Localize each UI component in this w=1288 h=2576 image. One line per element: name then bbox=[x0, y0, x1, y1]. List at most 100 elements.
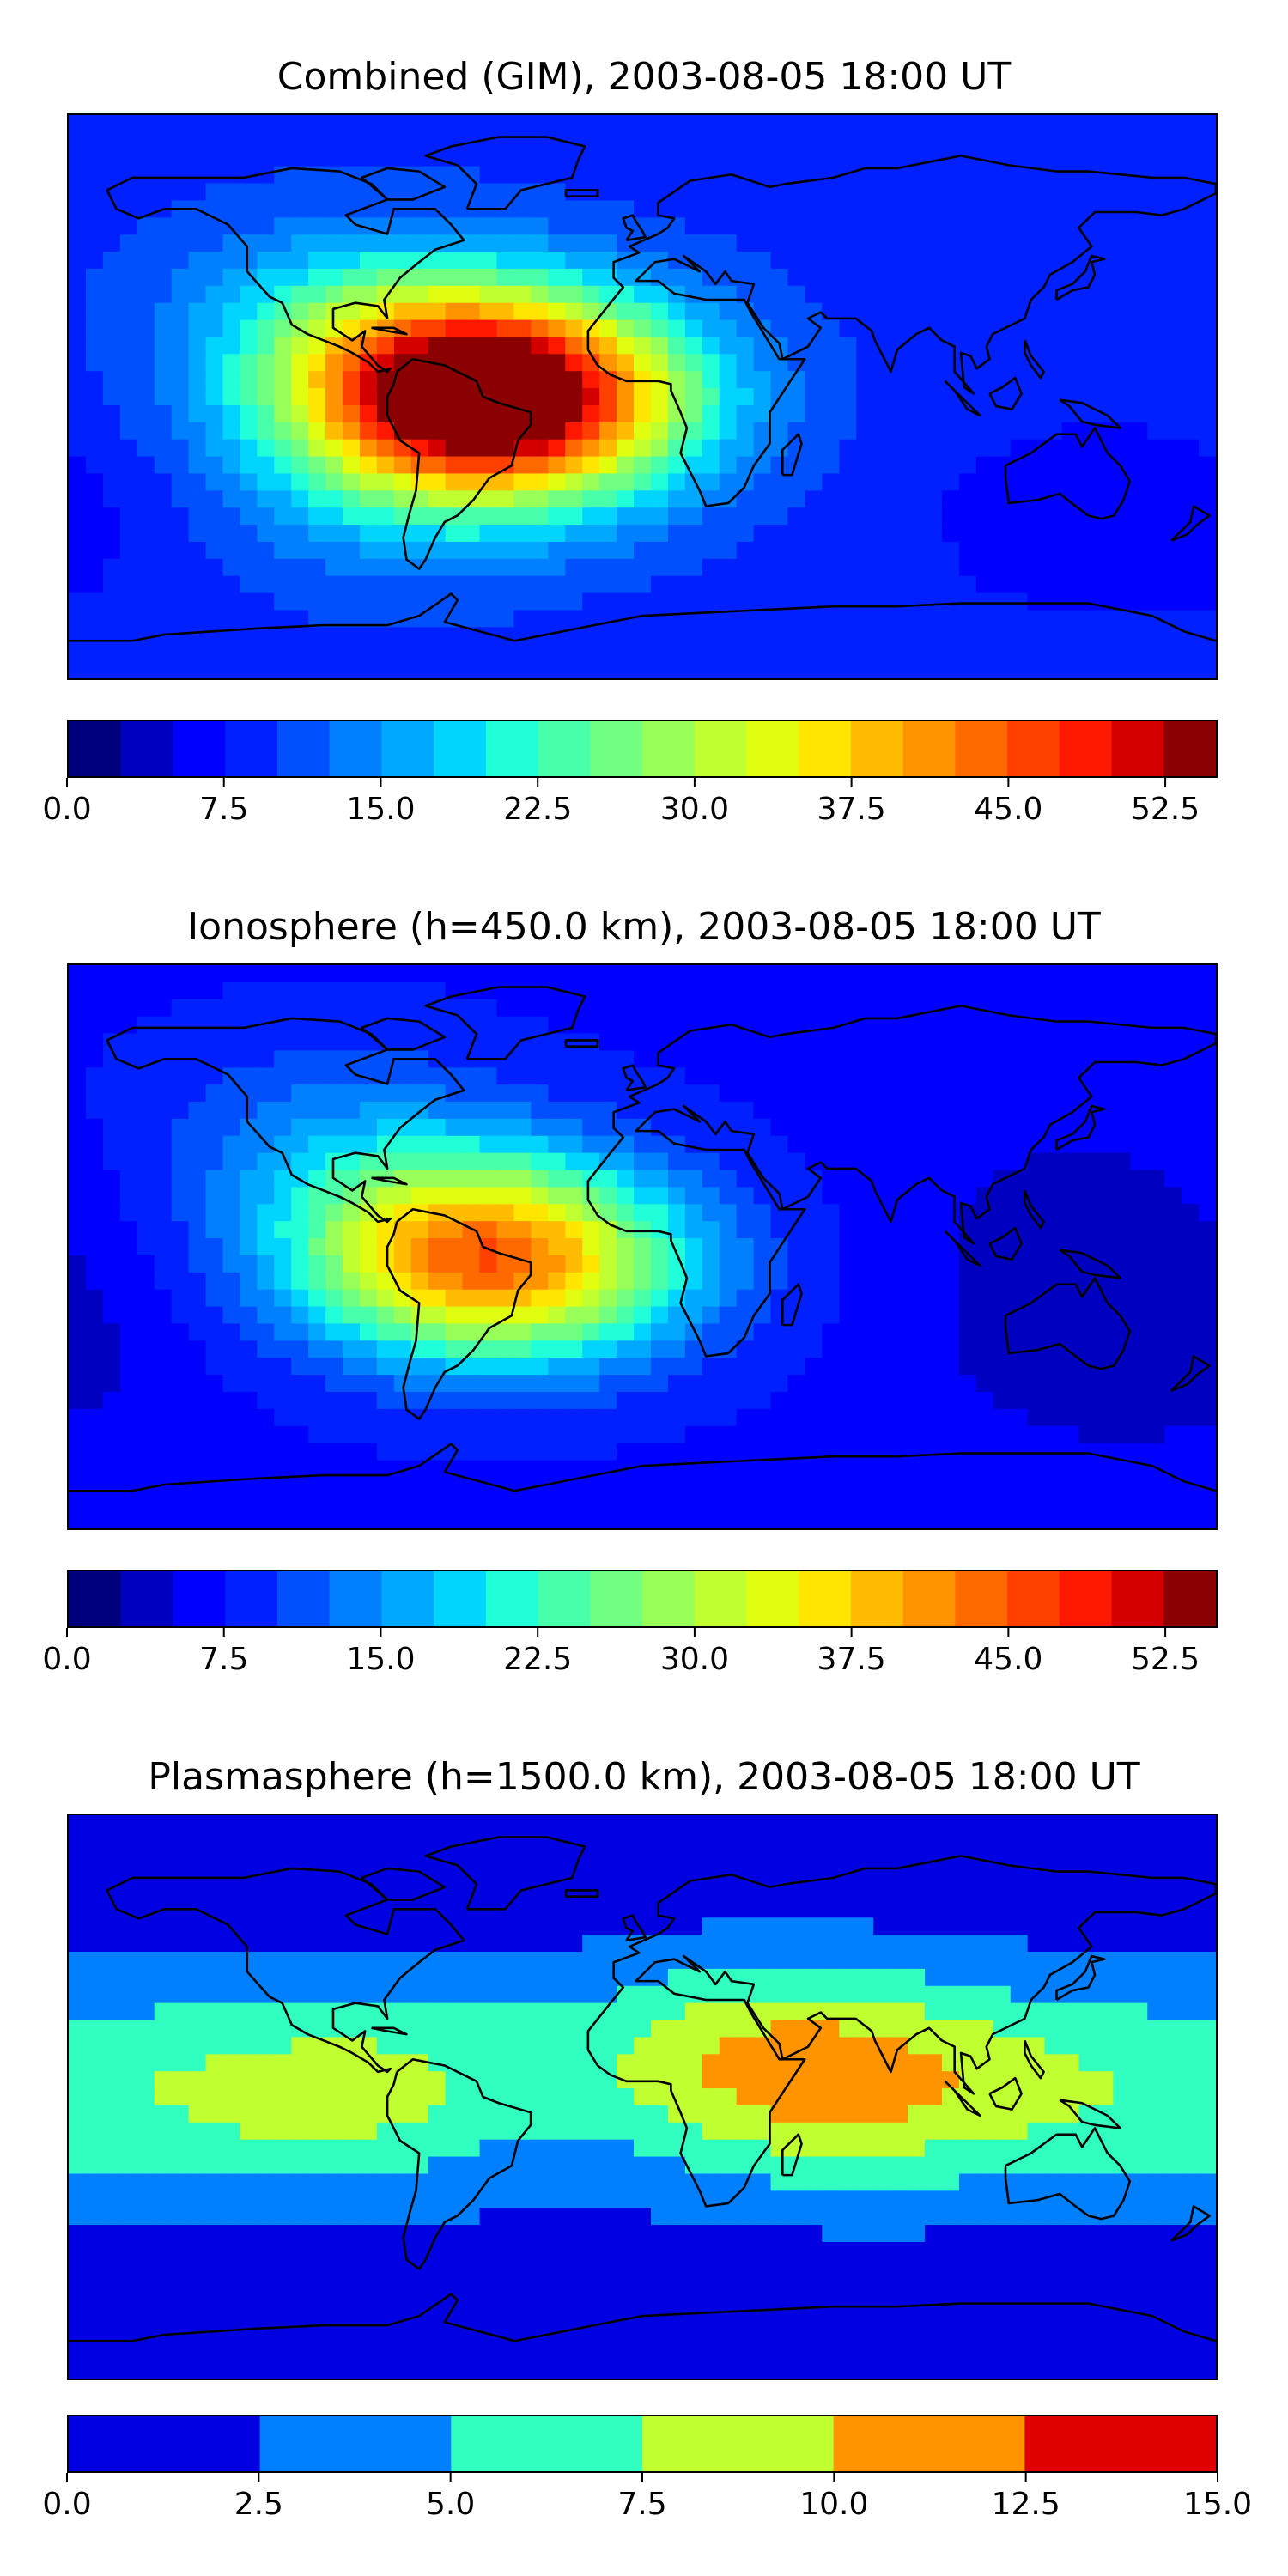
colorbar-ionosphere-tick-label: 37.5 bbox=[817, 1642, 886, 1677]
coastline-africa-eurasia bbox=[586, 155, 1216, 507]
coastline-south-america bbox=[386, 1207, 532, 1420]
coastline-madagascar bbox=[781, 433, 803, 477]
colorbar-plasmasphere-tick-label: 5.0 bbox=[426, 2487, 475, 2522]
colorbar-ionosphere-swatch-10 bbox=[590, 1571, 643, 1626]
colorbar-combined-swatch-19 bbox=[1059, 721, 1113, 776]
colorbar-ionosphere-swatch-3 bbox=[225, 1571, 278, 1626]
colorbar-ionosphere-tick-label: 22.5 bbox=[503, 1642, 572, 1677]
colorbar-combined-swatch-7 bbox=[434, 721, 487, 776]
map-plasmasphere-field bbox=[69, 1815, 1216, 2379]
coastline-south-america bbox=[386, 357, 532, 570]
colorbar-ionosphere-tick-label: 7.5 bbox=[199, 1642, 248, 1677]
colorbar-combined-swatch-2 bbox=[173, 721, 226, 776]
map-plasmasphere-coastlines bbox=[69, 1836, 1216, 2342]
coastline-south-america bbox=[386, 2057, 532, 2270]
map-combined-field bbox=[69, 115, 1216, 678]
coastline-new-guinea bbox=[1059, 2099, 1121, 2129]
colorbar-combined-swatch-1 bbox=[120, 721, 174, 776]
colorbar-combined-swatch-6 bbox=[381, 721, 434, 776]
colorbar-ionosphere-swatch-11 bbox=[642, 1571, 696, 1626]
colorbar-combined-tick-label: 45.0 bbox=[974, 792, 1042, 827]
map-ionosphere-field bbox=[69, 965, 1216, 1528]
colorbar-combined-swatch-21 bbox=[1163, 721, 1216, 776]
coastline-antarctica bbox=[69, 1443, 1216, 1492]
colorbar-combined-tick-label: 52.5 bbox=[1131, 792, 1200, 827]
coastline-australia bbox=[1004, 1277, 1132, 1370]
coastline-north-america bbox=[106, 1867, 465, 2074]
colorbar-combined-tick-label: 15.0 bbox=[346, 792, 415, 827]
colorbar-plasmasphere-swatch-4 bbox=[833, 2416, 1025, 2471]
colorbar-ionosphere-swatch-21 bbox=[1163, 1571, 1216, 1626]
colorbar-combined bbox=[67, 720, 1218, 778]
colorbar-combined-swatch-14 bbox=[799, 721, 852, 776]
coastline-cuba bbox=[371, 2026, 408, 2036]
coastline-philippines bbox=[1024, 2039, 1045, 2080]
colorbar-plasmasphere-swatch-0 bbox=[69, 2416, 261, 2471]
colorbar-plasmasphere-tick-label: 10.0 bbox=[799, 2487, 868, 2522]
colorbar-combined-tick-label: 37.5 bbox=[817, 792, 886, 827]
colorbar-plasmasphere-tick-label: 0.0 bbox=[42, 2487, 91, 2522]
colorbar-ionosphere-swatch-6 bbox=[381, 1571, 434, 1626]
colorbar-combined-swatch-3 bbox=[225, 721, 278, 776]
colorbar-combined-swatch-9 bbox=[538, 721, 591, 776]
colorbar-ionosphere-swatch-8 bbox=[485, 1571, 539, 1626]
colorbar-combined-tick-label: 30.0 bbox=[660, 792, 729, 827]
colorbar-ionosphere-swatch-7 bbox=[434, 1571, 487, 1626]
colorbar-ionosphere-swatch-0 bbox=[69, 1571, 122, 1626]
colorbar-ticks-ionosphere: 0.0 7.5 15.0 22.5 30.0 37.5 45.0 52.5 bbox=[42, 1628, 1218, 1680]
colorbar-ionosphere-swatch-5 bbox=[329, 1571, 382, 1626]
coastline-philippines bbox=[1024, 1189, 1045, 1230]
colorbar-plasmasphere-swatch-3 bbox=[642, 2416, 835, 2471]
coastline-borneo bbox=[988, 376, 1023, 410]
coastline-australia bbox=[1004, 2127, 1132, 2221]
coastline-greenland bbox=[424, 136, 586, 210]
colorbar-ionosphere-swatch-14 bbox=[799, 1571, 852, 1626]
colorbar-plasmasphere-tick-label: 15.0 bbox=[1183, 2487, 1252, 2522]
coastline-north-america bbox=[106, 167, 465, 374]
colorbar-ticks-combined: 0.0 7.5 15.0 22.5 30.0 37.5 45.0 52.5 bbox=[42, 778, 1218, 829]
coastline-new-zealand bbox=[1170, 1355, 1211, 1392]
colorbar-combined-swatch-20 bbox=[1111, 721, 1164, 776]
coastline-iceland bbox=[564, 1039, 599, 1048]
coastline-antarctica bbox=[69, 592, 1216, 642]
colorbar-ionosphere-swatch-18 bbox=[1007, 1571, 1060, 1626]
colorbar-combined-swatch-18 bbox=[1007, 721, 1060, 776]
colorbar-ionosphere-tick-label: 45.0 bbox=[974, 1642, 1042, 1677]
colorbar-combined-swatch-12 bbox=[694, 721, 748, 776]
colorbar-ionosphere-swatch-12 bbox=[694, 1571, 748, 1626]
coastline-madagascar bbox=[781, 1283, 803, 1327]
coastline-iceland bbox=[564, 189, 599, 198]
colorbar-ionosphere-swatch-15 bbox=[850, 1571, 904, 1626]
coastline-africa-eurasia bbox=[586, 1855, 1216, 2208]
coastline-sumatra bbox=[944, 380, 981, 417]
coastline-new-zealand bbox=[1170, 2205, 1211, 2242]
map-combined bbox=[67, 113, 1218, 680]
colorbar-ionosphere-tick-label: 15.0 bbox=[346, 1642, 415, 1677]
map-ionosphere-coastlines bbox=[69, 986, 1216, 1492]
colorbar-ticks-plasmasphere: 0.0 2.5 5.0 7.5 10.0 12.5 15.0 bbox=[42, 2473, 1252, 2524]
colorbar-ionosphere-swatch-1 bbox=[120, 1571, 174, 1626]
colorbar-combined-swatch-11 bbox=[642, 721, 696, 776]
coastline-antarctica bbox=[69, 2293, 1216, 2342]
coastline-iceland bbox=[564, 1889, 599, 1899]
coastline-britain bbox=[622, 1914, 647, 1942]
colorbar-combined-swatch-13 bbox=[746, 721, 799, 776]
map-ionosphere bbox=[67, 963, 1218, 1530]
coastline-cuba bbox=[371, 326, 408, 336]
colorbar-ionosphere-tick-label: 52.5 bbox=[1131, 1642, 1200, 1677]
coastline-baffin bbox=[361, 167, 447, 201]
colorbar-ionosphere-swatch-13 bbox=[746, 1571, 799, 1626]
coastline-greenland bbox=[424, 1836, 586, 1911]
colorbar-combined-tick-label: 22.5 bbox=[503, 792, 572, 827]
colorbar-combined-swatch-8 bbox=[485, 721, 539, 776]
chart-title-ionosphere: Ionosphere (h=450.0 km), 2003-08-05 18:0… bbox=[187, 905, 1101, 949]
colorbar-ionosphere bbox=[67, 1570, 1218, 1628]
colorbar-plasmasphere bbox=[67, 2415, 1218, 2473]
colorbar-plasmasphere-tick-label: 12.5 bbox=[992, 2487, 1060, 2522]
colorbar-ionosphere-tick-label: 30.0 bbox=[660, 1642, 729, 1677]
colorbar-plasmasphere-tick-label: 7.5 bbox=[617, 2487, 666, 2522]
coastline-africa-eurasia bbox=[586, 1005, 1216, 1358]
colorbar-combined-swatch-0 bbox=[69, 721, 122, 776]
colorbar-combined-swatch-15 bbox=[850, 721, 904, 776]
colorbar-combined-swatch-17 bbox=[955, 721, 1008, 776]
